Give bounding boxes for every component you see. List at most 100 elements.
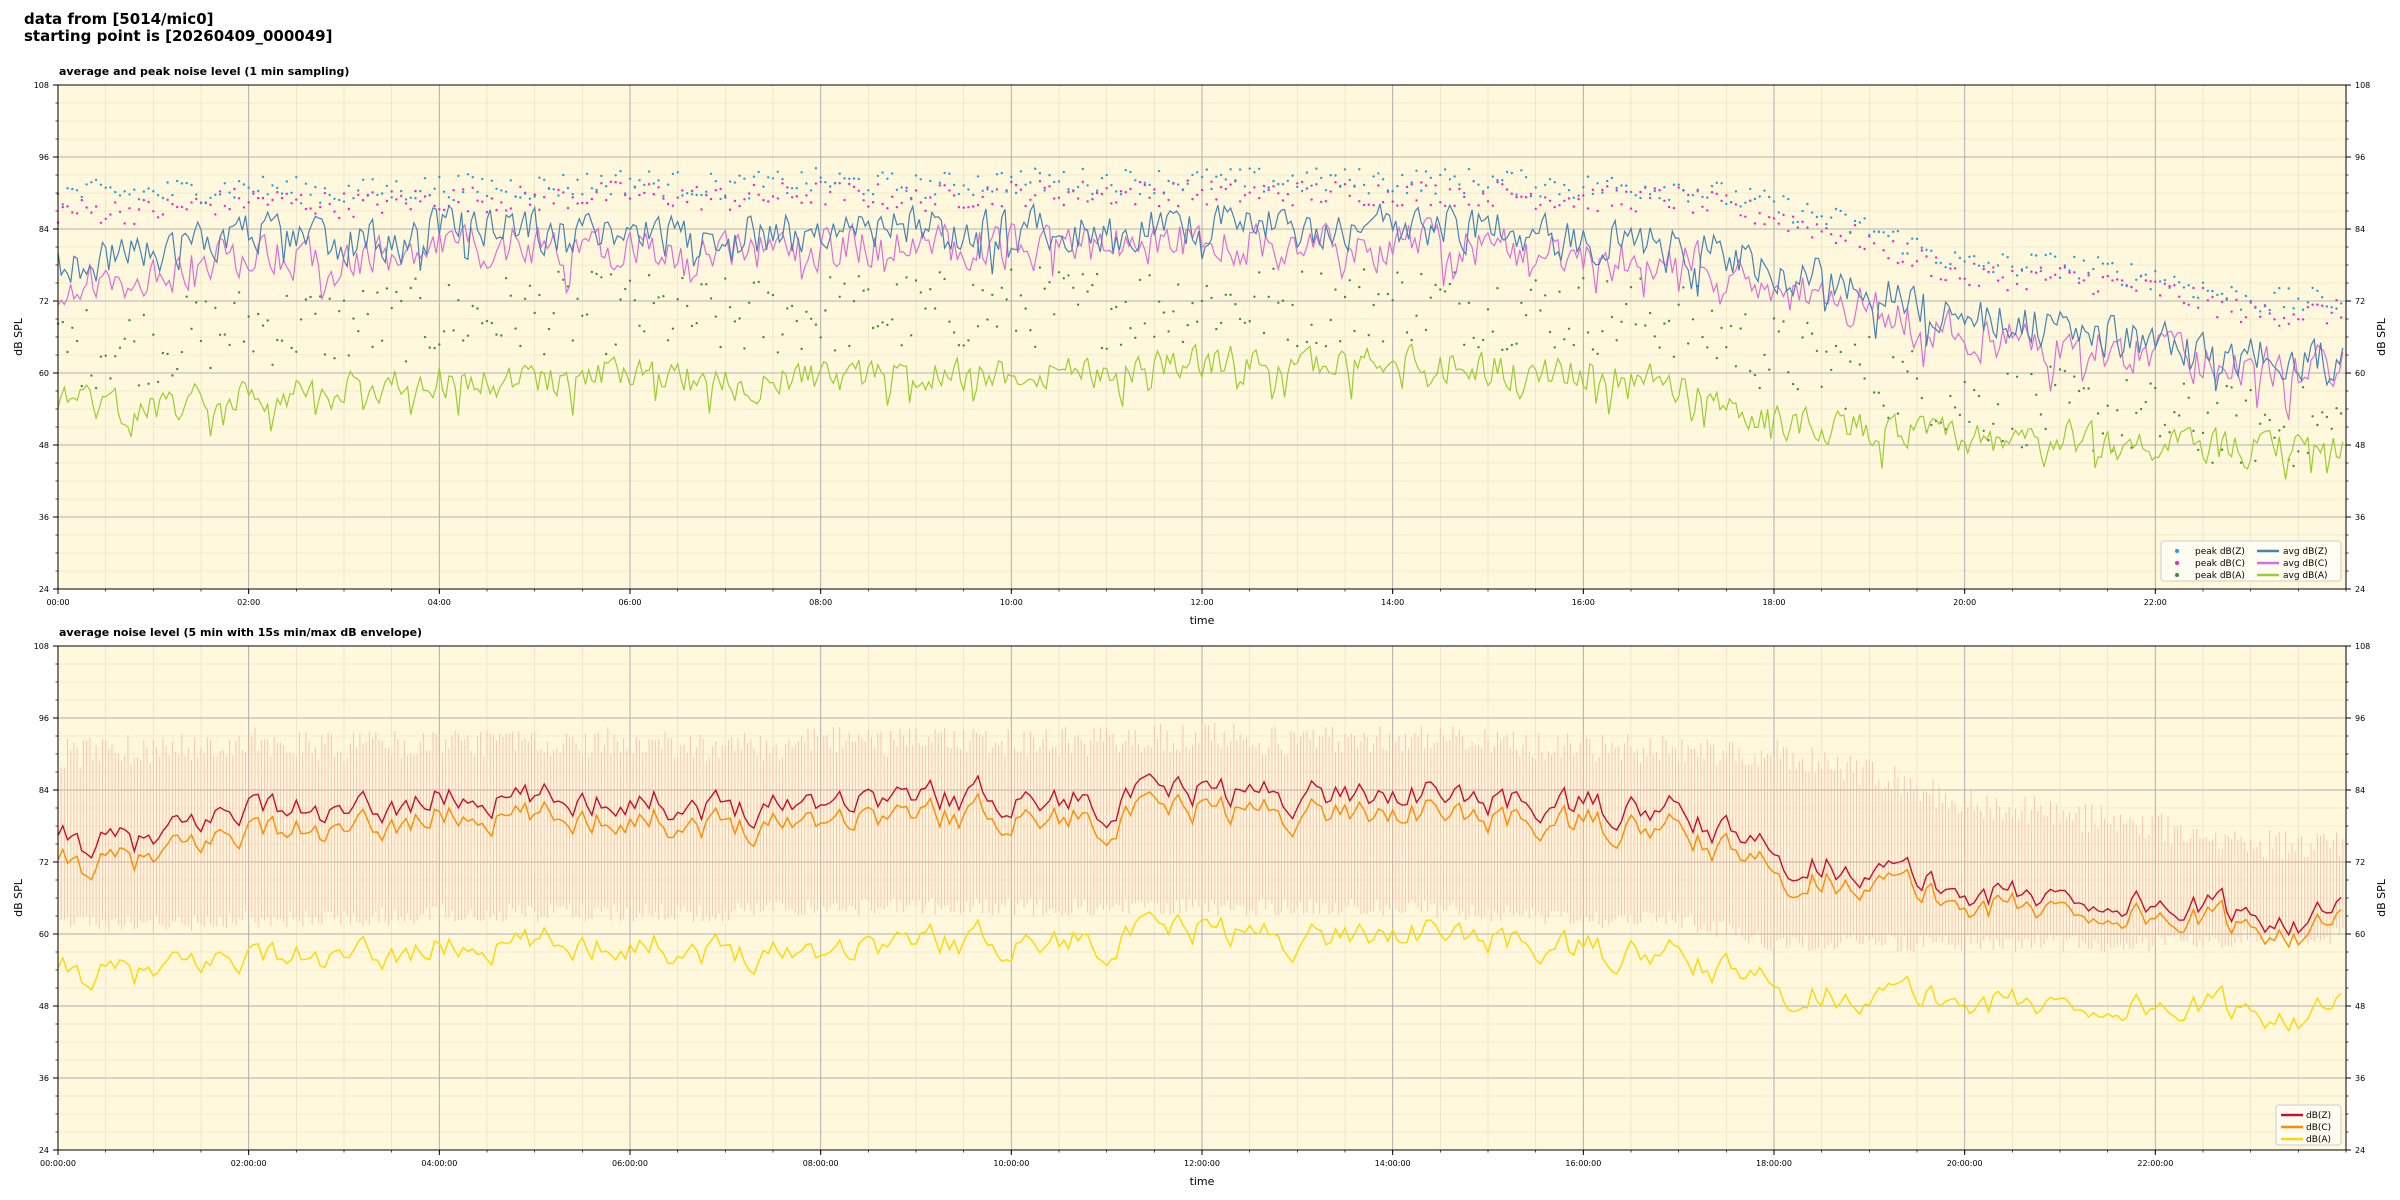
scatter-point [748, 301, 751, 304]
scatter-point [85, 206, 88, 209]
scatter-point [1782, 195, 1785, 198]
scatter-point [1958, 277, 1962, 280]
scatter-point [543, 196, 546, 199]
scatter-point [223, 204, 226, 208]
scatter-point [886, 323, 889, 327]
scatter-point [666, 339, 670, 342]
x-tick-label: 08:00 [809, 598, 832, 607]
scatter-point [2106, 274, 2109, 278]
scatter-point [790, 196, 794, 199]
scatter-point [304, 298, 308, 301]
scatter-point [595, 190, 598, 194]
scatter-point [1787, 197, 1790, 201]
scatter-point [1782, 320, 1785, 323]
scatter-point [571, 193, 574, 196]
scatter-point [1219, 186, 1223, 189]
scatter-point [690, 189, 694, 193]
scatter-point [666, 202, 670, 206]
scatter-point [133, 188, 136, 191]
scatter-point [671, 204, 675, 207]
scatter-point [1648, 193, 1652, 196]
scatter-point [1381, 340, 1385, 343]
scatter-point [933, 307, 937, 310]
scatter-point [1053, 197, 1056, 200]
scatter-point [1796, 220, 1800, 224]
scatter-point [991, 293, 994, 296]
scatter-point [619, 170, 622, 173]
scatter-point [838, 295, 841, 298]
scatter-point [1877, 391, 1881, 394]
scatter-point [1563, 338, 1566, 341]
scatter-point [538, 176, 541, 179]
scatter-point [585, 201, 589, 205]
line-series [57, 911, 2342, 1033]
scatter-point [829, 276, 832, 279]
scatter-point [809, 201, 813, 204]
scatter-point [1477, 346, 1480, 349]
scatter-point [714, 180, 717, 183]
scatter-point [2239, 308, 2243, 311]
scatter-point [700, 193, 703, 197]
scatter-point [2216, 293, 2219, 297]
scatter-point [290, 202, 293, 205]
scatter-point [1267, 188, 1270, 191]
scatter-point [1348, 178, 1352, 182]
scatter-point [252, 190, 255, 193]
scatter-point [1772, 200, 1776, 203]
scatter-point [1072, 286, 1075, 289]
scatter-point [237, 180, 241, 183]
scatter-point [2297, 318, 2300, 321]
scatter-point [156, 380, 160, 384]
scatter-point [1386, 189, 1390, 192]
scatter-point [1534, 279, 1537, 282]
y-tick-label-right: 60 [2355, 930, 2365, 939]
scatter-point [1544, 183, 1547, 187]
scatter-point [1191, 301, 1194, 305]
scatter-point [1296, 185, 1299, 189]
scatter-point [1915, 237, 1919, 241]
scatter-point [1210, 296, 1213, 300]
scatter-point [1100, 176, 1104, 180]
scatter-point [338, 198, 341, 202]
scatter-point [2106, 262, 2109, 265]
scatter-point [261, 196, 265, 200]
scatter-point [1377, 293, 1380, 296]
scatter-point [1982, 429, 1985, 432]
scatter-point [2173, 284, 2176, 287]
scatter-point [1062, 277, 1066, 280]
scatter-point [933, 203, 937, 206]
scatter-point [2278, 324, 2281, 327]
scatter-point [75, 339, 79, 343]
scatter-point [1243, 185, 1247, 188]
scatter-point [795, 186, 798, 190]
scatter-point [2268, 308, 2271, 312]
scatter-point [848, 182, 851, 186]
scatter-point [347, 354, 350, 357]
scatter-point [237, 197, 241, 200]
scatter-point [771, 177, 775, 180]
scatter-point [724, 194, 727, 197]
scatter-point [819, 180, 822, 183]
scatter-point [1596, 209, 1599, 213]
scatter-point [2330, 311, 2333, 314]
scatter-point [1515, 342, 1518, 345]
scatter-point [1238, 317, 1242, 321]
scatter-point [409, 208, 412, 211]
scatter-point [2168, 286, 2171, 289]
scatter-point [104, 354, 107, 357]
y-tick-label: 60 [39, 930, 49, 939]
scatter-point [1196, 320, 1199, 323]
scatter-point [914, 174, 918, 177]
scatter-point [2182, 382, 2186, 385]
scatter-point [1853, 224, 1857, 227]
scatter-point [1424, 328, 1428, 332]
scatter-point [137, 198, 141, 201]
scatter-point [1024, 183, 1027, 186]
scatter-point [342, 192, 346, 195]
scatter-point [2297, 297, 2300, 300]
scatter-point [1710, 191, 1714, 194]
scatter-point [1567, 197, 1571, 200]
scatter-point [2316, 423, 2319, 427]
scatter-point [519, 185, 522, 188]
scatter-point [1034, 194, 1037, 197]
